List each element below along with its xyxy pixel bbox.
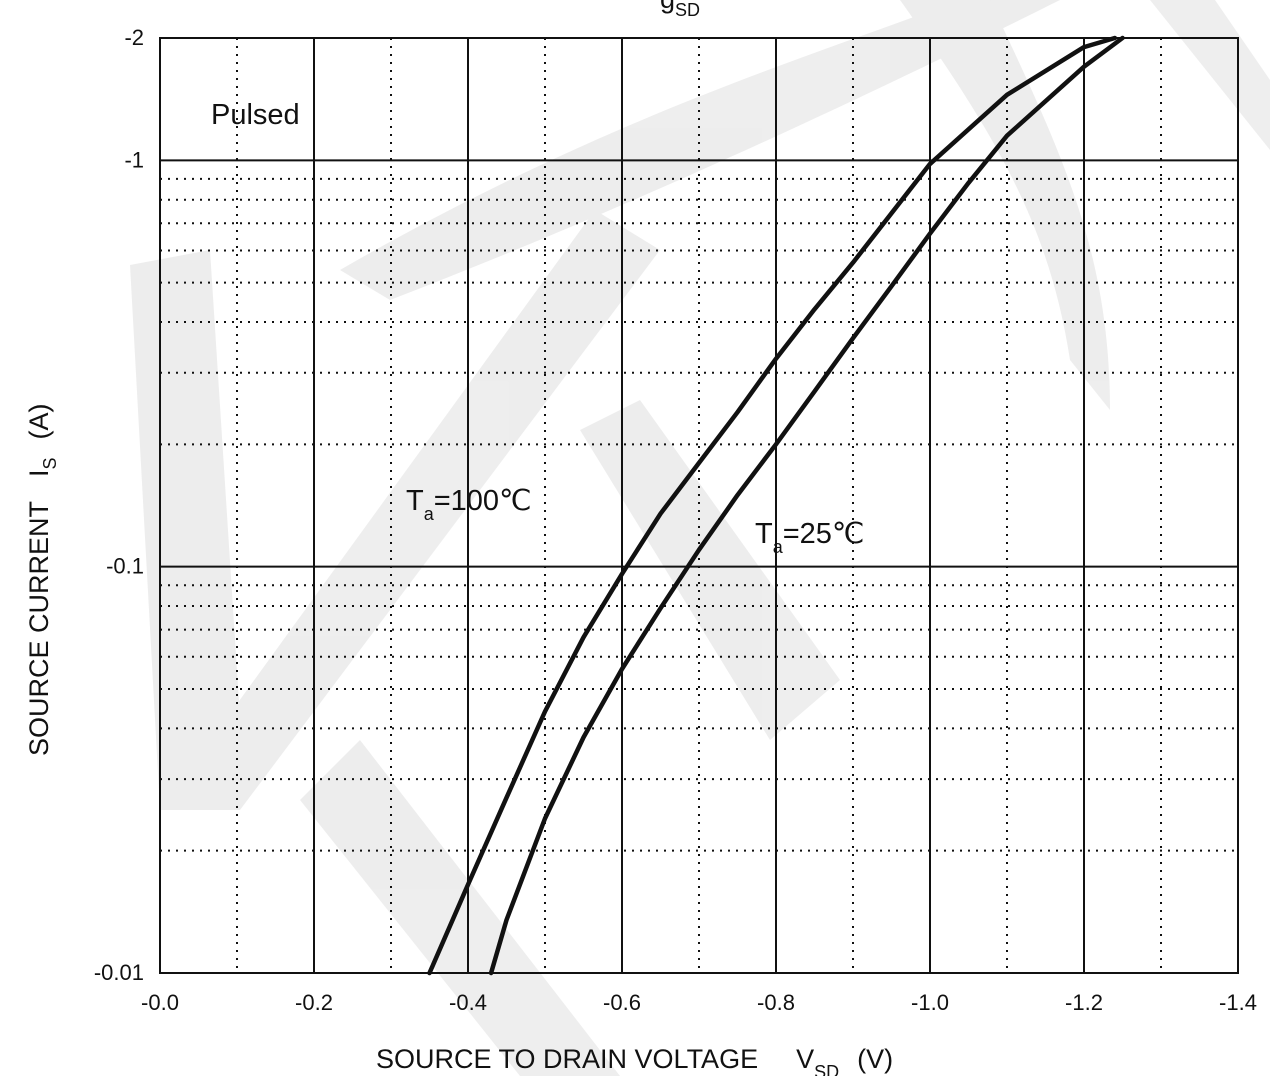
series-label-100c: Ta=100℃ — [406, 485, 532, 524]
series-label-25c: Ta=25℃ — [755, 518, 865, 557]
watermark — [130, 0, 1270, 1076]
x-tick-label: -0.2 — [295, 990, 333, 1015]
x-axis-title: SOURCE TO DRAIN VOLTAGE VSD (V) — [376, 1044, 893, 1076]
y-tick-label: -1 — [124, 147, 144, 172]
series-line-1 — [488, 35, 1125, 976]
pulsed-annotation: Pulsed — [211, 99, 300, 131]
y-tick-label: -2 — [124, 25, 144, 50]
grid-major — [160, 38, 1238, 973]
x-tick-label: -1.2 — [1065, 990, 1103, 1015]
curves — [427, 35, 1125, 976]
x-tick-label: -1.4 — [1219, 990, 1257, 1015]
top-title-partial: gSD — [660, 0, 700, 20]
series-line-0 — [427, 35, 1118, 976]
y-tick-label: -0.1 — [106, 554, 144, 579]
y-tick-labels: -0.01 -0.1 -1 -2 — [94, 25, 144, 985]
y-axis-title: SOURCE CURRENTIS(A) — [24, 403, 60, 756]
x-tick-label: -0.0 — [141, 990, 179, 1015]
x-tick-label: -0.6 — [603, 990, 641, 1015]
x-tick-label: -0.4 — [449, 990, 487, 1015]
y-tick-label: -0.01 — [94, 960, 144, 985]
plot-frame — [159, 37, 1239, 974]
x-tick-label: -0.8 — [757, 990, 795, 1015]
x-tick-labels: -0.0 -0.2 -0.4 -0.6 -0.8 -1.0 -1.2 -1.4 — [141, 990, 1257, 1015]
x-tick-label: -1.0 — [911, 990, 949, 1015]
